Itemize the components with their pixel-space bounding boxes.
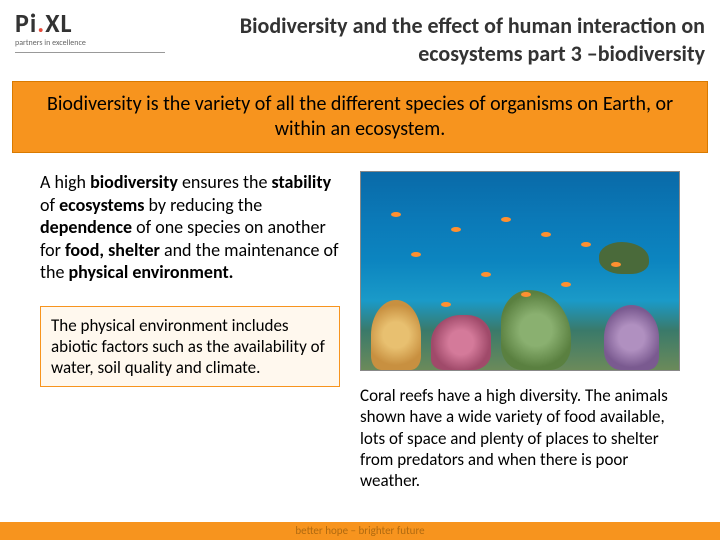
paragraph-biodiversity: A high biodiversity ensures the stabilit… (40, 171, 340, 284)
p1-b1: biodiversity (90, 171, 178, 193)
image-caption: Coral reefs have a high diversity. The a… (360, 385, 690, 491)
fish-shape (541, 232, 551, 237)
coral-reef-image (360, 171, 680, 371)
left-column: A high biodiversity ensures the stabilit… (40, 171, 340, 491)
coral-shape (501, 290, 571, 370)
p1-t4: by reducing the (144, 194, 262, 216)
coral-shape (431, 315, 491, 370)
right-column: Coral reefs have a high diversity. The a… (360, 171, 690, 491)
p1-t3: of (40, 194, 59, 216)
fish-shape (481, 272, 491, 277)
fish-shape (581, 242, 591, 247)
p1-b3: ecosystems (59, 194, 144, 216)
coral-shape (604, 305, 659, 370)
page-title: Biodiversity and the effect of human int… (180, 10, 705, 67)
header: Pi.XL partners in excellence Biodiversit… (0, 0, 720, 67)
fish-shape (391, 212, 401, 217)
logo-main: Pi.XL (15, 10, 73, 36)
fish-shape (411, 252, 421, 257)
p1-b2: stability (271, 171, 331, 193)
coral-shape (371, 300, 421, 370)
logo-text-pre: Pi (15, 7, 37, 39)
p1-t1: A high (40, 171, 90, 193)
p1-b6: physical environment. (69, 261, 234, 283)
turtle-shape (599, 242, 649, 274)
fish-shape (561, 282, 571, 287)
logo-text-post: XL (45, 7, 72, 39)
fish-shape (501, 217, 511, 222)
p1-t2: ensures the (178, 171, 272, 193)
fish-shape (611, 262, 621, 267)
fish-shape (521, 292, 531, 297)
p1-b5: food, shelter (65, 239, 160, 261)
content-area: A high biodiversity ensures the stabilit… (0, 153, 720, 491)
definition-box: Biodiversity is the variety of all the d… (12, 81, 708, 153)
logo-dot: . (37, 7, 45, 39)
fish-shape (451, 227, 461, 232)
logo-underline (15, 52, 165, 53)
logo-subtitle: partners in excellence (15, 38, 86, 48)
logo: Pi.XL partners in excellence (15, 10, 165, 53)
p1-b4: dependence (40, 216, 132, 238)
fish-shape (441, 302, 451, 307)
paragraph-environment-box: The physical environment includes abioti… (40, 306, 340, 388)
footer-bar: better hope – brighter future (0, 522, 720, 540)
